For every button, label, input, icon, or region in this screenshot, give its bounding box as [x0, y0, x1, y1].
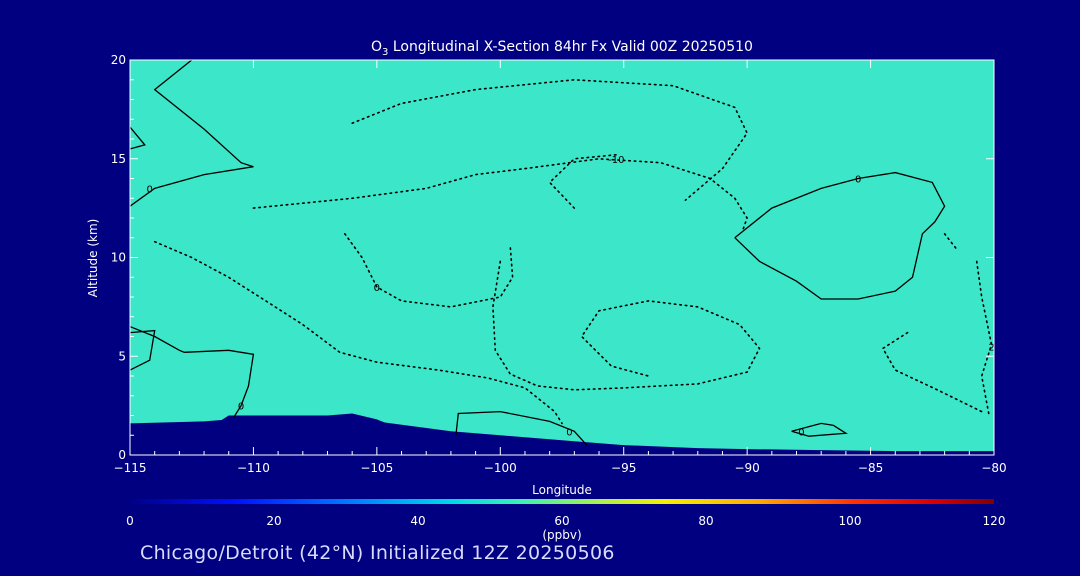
y-tick-label: 0	[118, 448, 126, 462]
contour-dotted-13	[975, 260, 993, 417]
x-tick-label: −90	[734, 461, 759, 475]
contour-label: 0	[147, 184, 153, 195]
contour-label: 0	[798, 427, 804, 438]
x-tick-label: −95	[611, 461, 636, 475]
y-tick-label: 20	[111, 53, 126, 67]
x-axis: −115 −110 −105 −100 −95 −90 −85 −80	[114, 60, 1007, 475]
contour-solid-0	[130, 60, 254, 207]
y-tick-label: 5	[118, 349, 126, 363]
contour-dotted-8	[351, 78, 749, 201]
contour-dotted-7	[252, 157, 748, 233]
colorbar-ticks: 0 20 40 60 80 100 120	[126, 514, 1005, 528]
contour-lines: 0 0 0 0 0 -10 0 2	[130, 60, 994, 446]
contour-solid-4	[130, 329, 156, 371]
contour-solid-6	[791, 422, 848, 437]
terrain-polygon	[130, 413, 994, 455]
colorbar	[130, 499, 994, 504]
y-tick-label: 10	[111, 251, 126, 265]
colorbar-tick-label: 120	[983, 514, 1006, 528]
colorbar-tick-label: 40	[410, 514, 425, 528]
x-tick-label: −115	[114, 461, 147, 475]
layer-boundary-layer	[130, 60, 994, 452]
contour-label: 2	[988, 342, 994, 353]
x-tick-label: −100	[484, 461, 517, 475]
plot-area: 0 0 0 0 0 -10 0 2	[130, 60, 994, 455]
y-tick-label: 15	[111, 152, 126, 166]
contour-dotted-12	[492, 260, 761, 391]
colorbar-tick-label: 100	[839, 514, 862, 528]
contour-label: -10	[608, 155, 624, 166]
contour-dotted-9	[548, 154, 618, 209]
chart-title: O3 Longitudinal X-Section 84hr Fx Valid …	[371, 39, 753, 58]
contour-label: 0	[238, 402, 244, 413]
x-tick-label: −85	[858, 461, 883, 475]
x-tick-label: −80	[981, 461, 1006, 475]
y-axis-label: Altitude (km)	[86, 219, 100, 298]
contour-solid-3	[130, 325, 255, 418]
contour-solid-1	[130, 126, 146, 150]
colorbar-label: (ppbv)	[542, 528, 581, 542]
colorbar-tick-label: 20	[266, 514, 281, 528]
terrain-mask	[130, 413, 994, 455]
contour-dotted-14	[943, 233, 958, 251]
contour-dotted-15	[881, 331, 983, 413]
contour-label: 0	[566, 427, 572, 438]
footer-caption: Chicago/Detroit (42°N) Initialized 12Z 2…	[140, 542, 615, 564]
contour-solid-5	[455, 410, 588, 446]
x-tick-label: −110	[237, 461, 270, 475]
x-axis-label: Longitude	[532, 483, 592, 497]
concentration-layers	[130, 60, 994, 452]
colorbar-tick-label: 60	[554, 514, 569, 528]
x-tick-label: −105	[360, 461, 393, 475]
contour-label: 0	[374, 283, 380, 294]
contour-dotted-10	[343, 233, 514, 308]
colorbar-tick-label: 0	[126, 514, 134, 528]
colorbar-tick-label: 80	[698, 514, 713, 528]
contour-solid-2	[734, 171, 946, 300]
contour-label: 0	[855, 175, 861, 186]
